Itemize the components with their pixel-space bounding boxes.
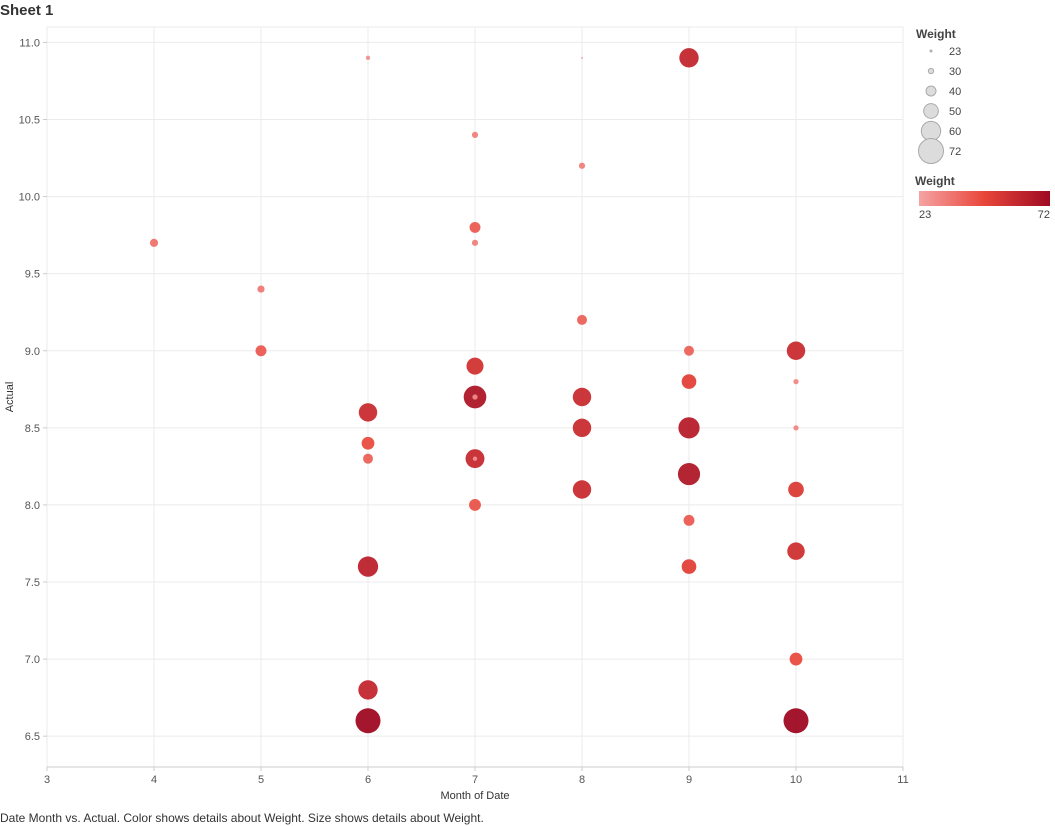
size-legend-circle: [929, 49, 933, 53]
y-tick-label: 10.0: [19, 192, 40, 204]
scatter-point[interactable]: [577, 314, 587, 325]
scatter-point[interactable]: [572, 387, 592, 407]
scatter-point[interactable]: [255, 345, 267, 357]
scatter-point[interactable]: [363, 453, 373, 464]
x-tick-label: 7: [472, 774, 478, 786]
size-legend-label: 40: [949, 86, 961, 98]
scatter-point[interactable]: [572, 418, 592, 438]
size-legend-title: Weight: [916, 27, 956, 41]
y-tick-label: 6.5: [25, 731, 40, 743]
y-tick-label: 9.0: [25, 346, 40, 358]
scatter-point[interactable]: [788, 481, 804, 498]
scatter-point[interactable]: [358, 403, 378, 422]
scatter-point[interactable]: [471, 131, 479, 139]
scatter-point[interactable]: [149, 238, 159, 247]
scatter-point[interactable]: [578, 162, 586, 169]
scatter-point[interactable]: [681, 559, 697, 574]
color-legend-gradient-bar: [919, 191, 1050, 206]
grid-layer: [46, 26, 904, 768]
size-legend-label: 50: [949, 106, 961, 118]
size-legend-circle: [918, 138, 944, 164]
scatter-point[interactable]: [466, 357, 484, 375]
scatter-point[interactable]: [786, 341, 806, 360]
scatter-point[interactable]: [355, 708, 381, 734]
y-tick-label: 11.0: [19, 37, 40, 49]
scatter-point[interactable]: [361, 436, 375, 450]
scatter-point[interactable]: [783, 708, 809, 734]
size-legend-circle: [927, 67, 935, 75]
x-tick-label: 5: [258, 774, 264, 786]
y-tick-label: 10.5: [19, 115, 40, 127]
scatter-point[interactable]: [684, 345, 694, 356]
sheet-title: Sheet 1: [0, 2, 54, 19]
scatter-point[interactable]: [572, 480, 592, 499]
x-tick-label: 3: [44, 774, 50, 786]
scatter-point[interactable]: [681, 374, 697, 389]
color-legend-max-label: 72: [1038, 209, 1050, 221]
x-tick-label: 9: [686, 774, 692, 786]
size-legend-circle: [923, 103, 939, 119]
scatter-point[interactable]: [789, 652, 803, 666]
scatter-point[interactable]: [787, 542, 805, 560]
scatter-point[interactable]: [471, 239, 479, 246]
scatter-point[interactable]: [677, 462, 701, 486]
size-legend-circle: [920, 120, 942, 142]
y-tick-label: 7.5: [25, 577, 40, 589]
color-legend-min-label: 23: [919, 209, 931, 221]
points-layer: [149, 48, 809, 734]
color-legend[interactable]: Weight 23 72: [915, 174, 1050, 221]
color-legend-title: Weight: [915, 174, 955, 188]
scatter-point[interactable]: [469, 221, 481, 233]
x-tick-label: 6: [365, 774, 371, 786]
x-tick-label: 8: [579, 774, 585, 786]
scatter-point[interactable]: [257, 285, 265, 293]
y-tick-label: 8.5: [25, 423, 40, 435]
chart-caption: Date Month vs. Actual. Color shows detai…: [0, 811, 484, 825]
scatter-point[interactable]: [472, 394, 478, 400]
size-legend[interactable]: Weight 23 30 40 50 60 72: [916, 27, 961, 164]
x-tick-label: 11: [897, 774, 908, 786]
y-tick-label: 9.5: [25, 269, 40, 281]
scatter-point[interactable]: [469, 498, 481, 511]
size-legend-circle: [925, 85, 937, 97]
scatter-point[interactable]: [358, 680, 378, 700]
y-tick-label: 7.0: [25, 654, 40, 666]
scatter-point[interactable]: [793, 425, 799, 431]
size-legend-label: 60: [949, 126, 961, 138]
scatter-point[interactable]: [357, 556, 379, 577]
x-axis-title: Month of Date: [440, 790, 509, 802]
x-tick-label: 4: [151, 774, 157, 786]
scatter-point[interactable]: [581, 56, 583, 59]
size-legend-label: 30: [949, 66, 961, 78]
scatter-point[interactable]: [678, 417, 700, 439]
scatter-chart: 3 4 5 6 7 8 9 10 11 6.5 7.0 7.5 8.0 8.5 9.0 9.5 10.0 10.5…: [4, 26, 1050, 802]
scatter-point[interactable]: [472, 456, 478, 461]
scatter-point[interactable]: [683, 514, 695, 526]
y-tick-label: 8.0: [25, 500, 40, 512]
scatter-point[interactable]: [793, 378, 799, 385]
x-tick-label: 10: [790, 774, 802, 786]
size-legend-items: 23 30 40 50 60 72: [918, 46, 961, 164]
scatter-point[interactable]: [365, 55, 371, 61]
size-legend-label: 23: [949, 46, 961, 58]
scatter-point[interactable]: [679, 48, 699, 68]
size-legend-label: 72: [949, 146, 961, 158]
axis-layer: 3 4 5 6 7 8 9 10 11 6.5 7.0 7.5 8.0 8.5 9.0 9.5 10.0 10.5…: [19, 37, 909, 786]
y-axis-title: Actual: [4, 382, 16, 413]
